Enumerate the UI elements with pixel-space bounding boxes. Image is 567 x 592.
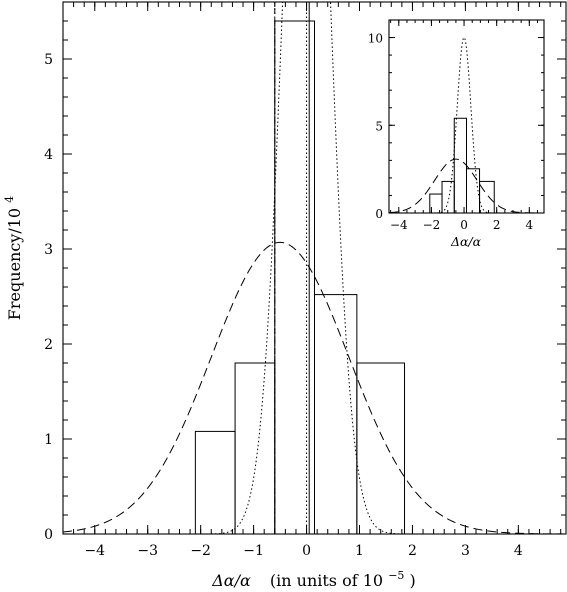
main-histogram-bar [194, 430, 236, 534]
main-histogram-bar [356, 362, 406, 534]
main-y-tick-label: 3 [44, 242, 53, 258]
inset-x-tick-label: 4 [525, 218, 533, 232]
inset-y-tick-label: 0 [375, 207, 383, 221]
inset-plot-area [389, 37, 544, 213]
main-y-tick-label: 2 [44, 337, 53, 353]
main-y-tick-label: 4 [44, 147, 53, 163]
main-x-tick-label: 1 [355, 543, 364, 559]
y-axis-base: Frequency/10 [5, 208, 24, 320]
inset-axis-ticks: −4 −2 0 2 4 0 5 10 [368, 19, 544, 232]
main-x-tick-label: 4 [514, 543, 523, 559]
main-y-tick-label: 1 [44, 432, 53, 448]
main-x-tick-label: −2 [190, 543, 211, 559]
main-histogram-bar [234, 362, 276, 534]
main-x-axis-title: Δα/α (in units of 10 −5 ) [211, 564, 416, 590]
main-y-tick-label: 0 [44, 527, 53, 543]
inset-x-tick-label: −2 [423, 218, 441, 232]
x-axis-units-close: ) [410, 571, 416, 590]
inset-x-tick-label: 0 [460, 218, 468, 232]
main-x-tick-label: 0 [302, 543, 311, 559]
inset-x-axis-title: Δα/α [450, 234, 482, 249]
main-x-tick-label: −4 [84, 543, 105, 559]
main-axes-frame [62, 1, 567, 535]
main-axis-ticks: −4 −3 −2 −1 0 1 2 3 4 0 1 2 3 4 5 [44, 1, 566, 559]
inset-x-tick-label: −4 [390, 218, 408, 232]
main-histogram-bar [274, 20, 315, 534]
inset-y-tick-label: 10 [368, 32, 383, 46]
main-y-axis-title: Frequency/10 4 [3, 196, 24, 320]
x-axis-quantity: Δα/α [211, 571, 251, 590]
main-histogram-bar [314, 294, 358, 534]
main-y-tick-label: 5 [44, 52, 53, 68]
inset-axes-frame [388, 19, 545, 214]
main-x-tick-label: 2 [408, 543, 417, 559]
inset-y-tick-label: 5 [375, 119, 383, 133]
main-x-tick-label: −1 [243, 543, 264, 559]
main-x-tick-label: 3 [461, 543, 470, 559]
x-axis-units: (in units of 10 [270, 571, 383, 590]
inset-x-tick-label: 2 [493, 218, 501, 232]
y-axis-exponent: 4 [3, 196, 16, 203]
main-plot-panel: −4 −3 −2 −1 0 1 2 3 4 0 1 2 3 4 5 [44, 1, 567, 559]
main-x-tick-label: −3 [137, 543, 158, 559]
inset-histogram-bar [479, 180, 495, 213]
inset-plot-panel: −4 −2 0 2 4 0 5 10 [368, 19, 545, 232]
main-dashed-gaussian-curve [63, 241, 566, 534]
inset-dashed-gaussian-curve [389, 158, 544, 213]
x-axis-exponent: −5 [388, 569, 404, 582]
main-plot-area [63, 2, 566, 534]
